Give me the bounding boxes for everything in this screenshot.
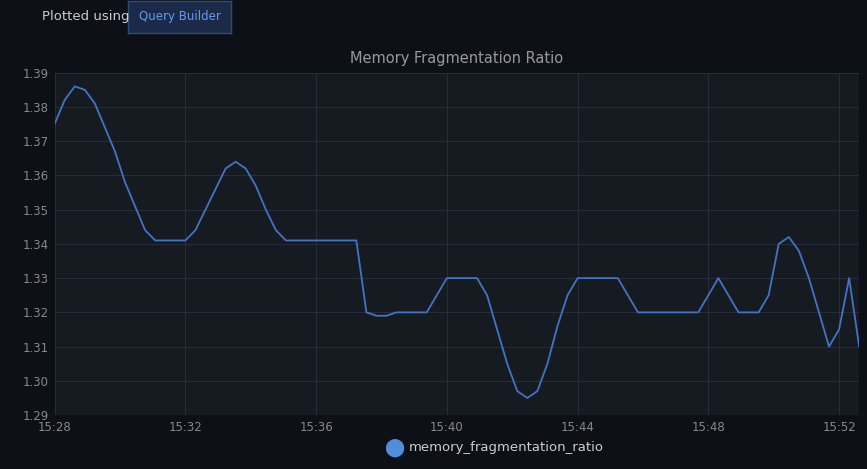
Title: Memory Fragmentation Ratio: Memory Fragmentation Ratio — [350, 51, 564, 66]
Text: Query Builder: Query Builder — [139, 10, 220, 23]
Text: memory_fragmentation_ratio: memory_fragmentation_ratio — [409, 441, 604, 454]
Text: ⬤: ⬤ — [384, 439, 405, 457]
Text: Plotted using: Plotted using — [42, 10, 129, 23]
